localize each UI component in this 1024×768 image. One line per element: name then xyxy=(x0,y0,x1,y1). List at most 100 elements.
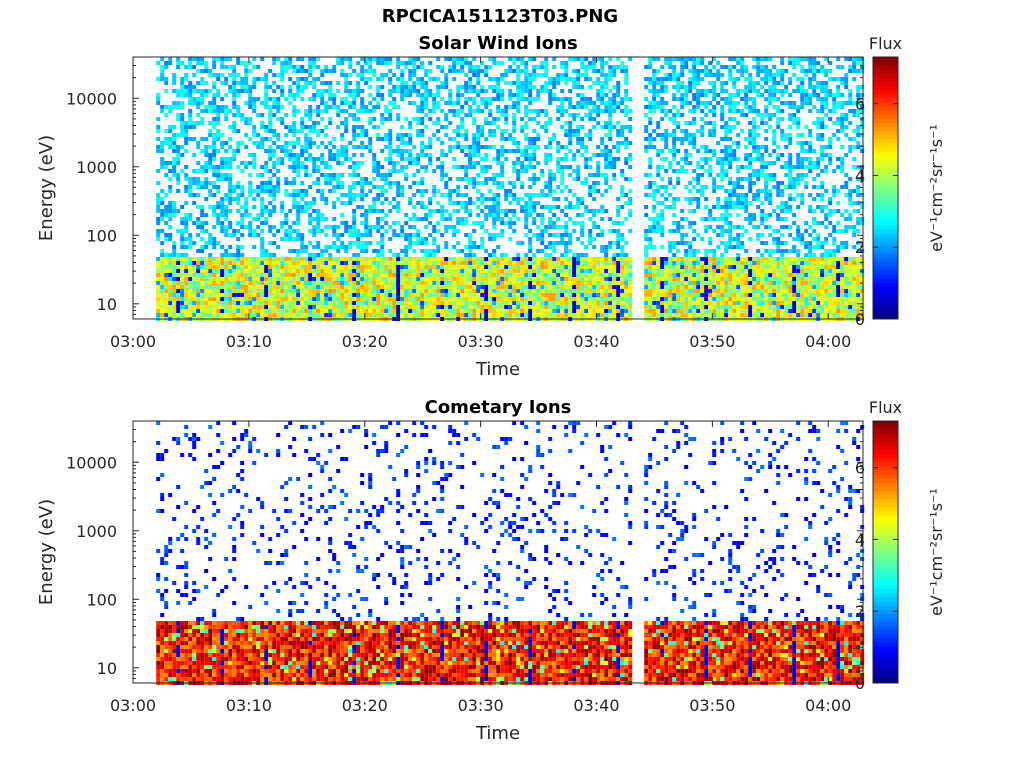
spectrogram-cell xyxy=(340,133,345,137)
spectrogram-cell xyxy=(400,233,405,237)
spectrogram-cell xyxy=(368,205,373,209)
spectrogram-cell xyxy=(308,69,313,73)
spectrogram-cell xyxy=(592,305,597,309)
spectrogram-cell xyxy=(564,225,569,229)
spectrogram-cell xyxy=(604,293,609,297)
spectrogram-cell xyxy=(592,269,597,273)
spectrogram-cell xyxy=(248,153,253,157)
spectrogram-cell xyxy=(508,297,513,301)
spectrogram-cell xyxy=(556,269,561,273)
spectrogram-cell xyxy=(272,149,277,153)
spectrogram-cell xyxy=(384,145,389,149)
spectrogram-cell xyxy=(472,89,477,93)
spectrogram-cell xyxy=(536,201,541,205)
spectrogram-cell xyxy=(168,233,173,237)
spectrogram-cell xyxy=(300,281,305,285)
spectrogram-cell xyxy=(416,161,421,165)
spectrogram-cell xyxy=(196,177,201,181)
spectrogram-cell xyxy=(184,273,189,277)
spectrogram-cell xyxy=(352,233,357,237)
spectrogram-cell xyxy=(216,93,221,97)
spectrogram-cell xyxy=(332,261,337,265)
spectrogram-cell xyxy=(232,185,237,189)
spectrogram-cell xyxy=(488,65,493,69)
spectrogram-cell xyxy=(584,77,589,81)
spectrogram-cell xyxy=(536,273,541,277)
spectrogram-cell xyxy=(660,313,665,317)
spectrogram-cell xyxy=(396,117,401,121)
spectrogram-cell xyxy=(644,193,649,197)
spectrogram-cell xyxy=(480,101,485,105)
spectrogram-cell xyxy=(624,141,629,145)
spectrogram-cell xyxy=(516,149,521,153)
spectrogram-cell xyxy=(348,305,353,309)
spectrogram-cell xyxy=(360,109,365,113)
spectrogram-cell xyxy=(528,205,533,209)
spectrogram-cell xyxy=(600,193,605,197)
spectrogram-cell xyxy=(456,109,461,113)
spectrogram-cell xyxy=(228,157,233,161)
spectrogram-cell xyxy=(272,205,277,209)
spectrogram-cell xyxy=(372,165,377,169)
spectrogram-cell xyxy=(608,293,613,297)
spectrogram-cell xyxy=(300,65,305,69)
spectrogram-cell xyxy=(496,109,501,113)
spectrogram-cell xyxy=(568,293,573,297)
spectrogram-cell xyxy=(584,281,589,285)
spectrogram-cell xyxy=(280,93,285,97)
spectrogram-cell xyxy=(240,309,245,313)
spectrogram-cell xyxy=(296,289,301,293)
spectrogram-cell xyxy=(420,273,425,277)
spectrogram-cell xyxy=(516,261,521,265)
spectrogram-cell xyxy=(308,73,313,77)
spectrogram-cell xyxy=(464,257,469,261)
spectrogram-cell xyxy=(444,313,449,317)
spectrogram-cell xyxy=(196,89,201,93)
spectrogram-cell xyxy=(532,97,537,101)
spectrogram-cell xyxy=(548,241,553,245)
spectrogram-cell xyxy=(220,305,225,309)
spectrogram-cell xyxy=(504,73,509,77)
spectrogram-cell xyxy=(316,221,321,225)
spectrogram-cell xyxy=(372,69,377,73)
spectrogram-cell xyxy=(200,281,205,285)
spectrogram-cell xyxy=(580,257,585,261)
spectrogram-cell xyxy=(260,101,265,105)
spectrogram-cell xyxy=(164,293,169,297)
spectrogram-cell xyxy=(508,265,513,269)
spectrogram-cell xyxy=(532,129,537,133)
spectrogram-cell xyxy=(440,257,445,261)
spectrogram-cell xyxy=(500,297,505,301)
spectrogram-cell xyxy=(560,241,565,245)
spectrogram-cell xyxy=(400,261,405,265)
spectrogram-cell xyxy=(576,261,581,265)
spectrogram-cell xyxy=(312,265,317,269)
spectrogram-cell xyxy=(404,157,409,161)
spectrogram-cell xyxy=(520,149,525,153)
spectrogram-cell xyxy=(512,297,517,301)
spectrogram-cell xyxy=(188,289,193,293)
spectrogram-cell xyxy=(484,273,489,277)
spectrogram-cell xyxy=(300,233,305,237)
spectrogram-cell xyxy=(512,69,517,73)
spectrogram-cell xyxy=(188,85,193,89)
spectrogram-cell xyxy=(220,269,225,273)
spectrogram-cell xyxy=(284,217,289,221)
spectrogram-cell xyxy=(184,277,189,281)
spectrogram-cell xyxy=(220,209,225,213)
spectrogram-cell xyxy=(596,297,601,301)
spectrogram-cell xyxy=(424,257,429,261)
spectrogram-cell xyxy=(276,169,281,173)
spectrogram-cell xyxy=(624,261,629,265)
spectrogram-cell xyxy=(380,121,385,125)
spectrogram-cell xyxy=(352,229,357,233)
spectrogram-cell xyxy=(456,125,461,129)
spectrogram-cell xyxy=(264,269,269,273)
spectrogram-cell xyxy=(172,301,177,305)
spectrogram-cell xyxy=(532,69,537,73)
spectrogram-cell xyxy=(348,193,353,197)
spectrogram-cell xyxy=(612,313,617,317)
spectrogram-cell xyxy=(456,301,461,305)
spectrogram-cell xyxy=(348,89,353,93)
spectrogram-cell xyxy=(288,265,293,269)
